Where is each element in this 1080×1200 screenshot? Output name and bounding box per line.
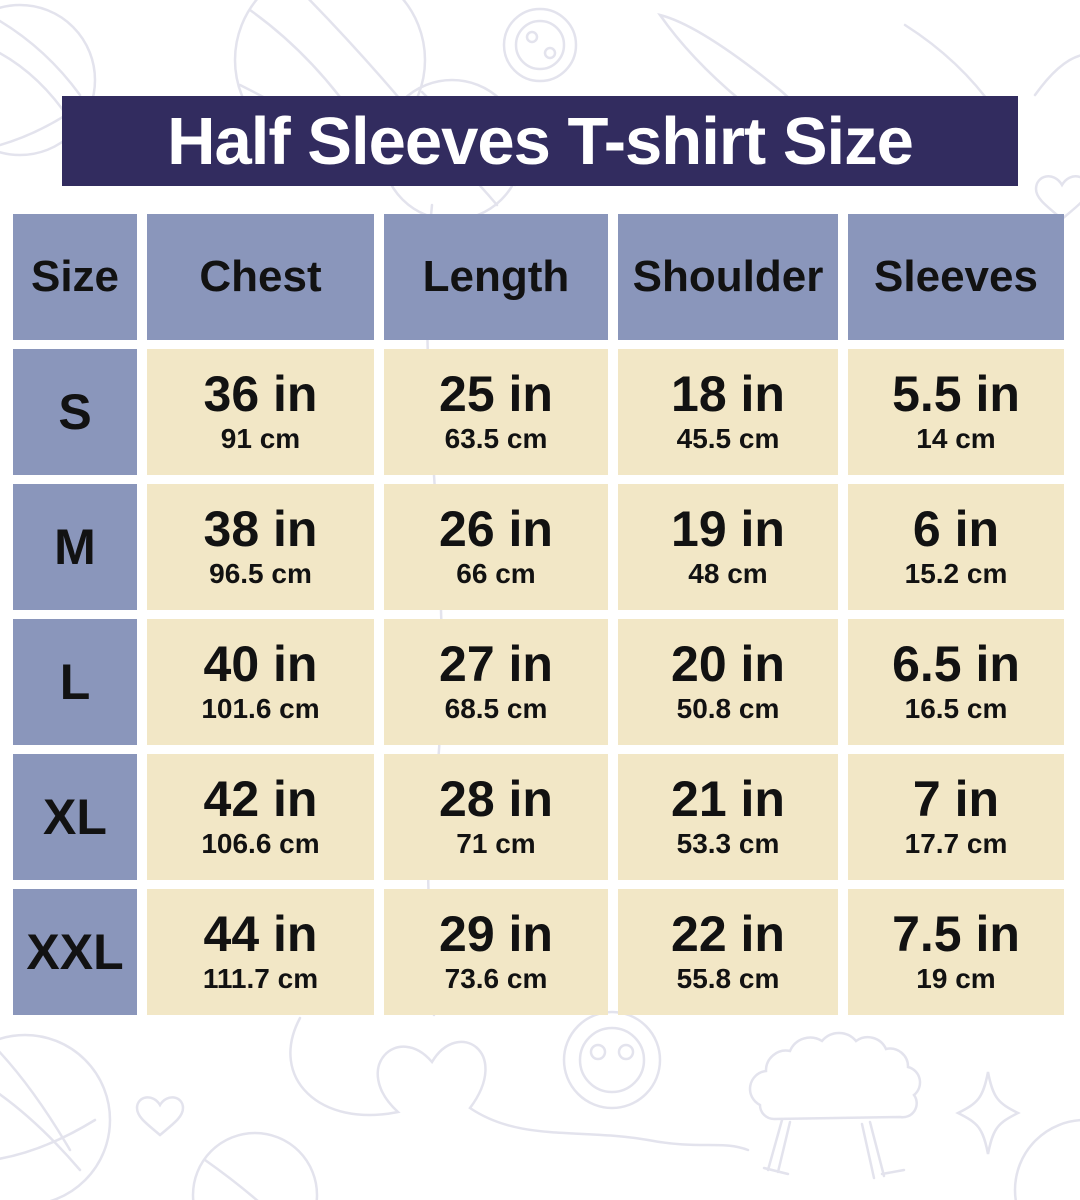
cell-m-shoulder: 19 in 48 cm — [618, 484, 838, 610]
cell-m-chest: 38 in 96.5 cm — [147, 484, 374, 610]
size-cell-s: S — [13, 349, 137, 475]
cm-value: 45.5 cm — [676, 422, 780, 454]
inches-value: 7.5 in — [892, 906, 1020, 963]
inches-value: 19 in — [671, 501, 785, 558]
cm-value: 73.6 cm — [444, 962, 548, 994]
inches-value: 6.5 in — [892, 636, 1020, 693]
cm-value: 17.7 cm — [904, 827, 1008, 859]
inches-value: 38 in — [203, 501, 318, 558]
cm-value: 68.5 cm — [444, 692, 548, 724]
button-icon — [502, 7, 578, 83]
size-chart-table: Size Chest Length Shoulder Sleeves S 36 … — [13, 214, 1064, 1015]
cell-s-shoulder: 18 in 45.5 cm — [618, 349, 838, 475]
inches-value: 40 in — [203, 636, 318, 693]
cm-value: 71 cm — [456, 827, 536, 859]
cell-xxl-shoulder: 22 in 55.8 cm — [618, 889, 838, 1015]
cell-l-length: 27 in 68.5 cm — [384, 619, 608, 745]
cm-value: 63.5 cm — [444, 422, 548, 454]
title-banner: Half Sleeves T-shirt Size — [62, 96, 1018, 186]
heart-icon — [1033, 54, 1080, 221]
inches-value: 29 in — [439, 906, 553, 963]
inches-value: 6 in — [912, 501, 1000, 558]
cm-value: 19 cm — [916, 962, 996, 994]
inches-value: 42 in — [203, 771, 318, 828]
cell-m-length: 26 in 66 cm — [384, 484, 608, 610]
header-cell-shoulder: Shoulder — [618, 214, 838, 340]
size-cell-m: M — [13, 484, 137, 610]
page-title: Half Sleeves T-shirt Size — [167, 103, 914, 179]
header-cell-size: Size — [13, 214, 137, 340]
inches-value: 5.5 in — [892, 366, 1020, 423]
cell-m-sleeves: 6 in 15.2 cm — [848, 484, 1064, 610]
cell-xxl-chest: 44 in 111.7 cm — [147, 889, 374, 1015]
cell-s-chest: 36 in 91 cm — [147, 349, 374, 475]
size-label: XXL — [26, 924, 124, 980]
inches-value: 21 in — [671, 771, 785, 828]
yarn-ball-icon — [1013, 1118, 1080, 1200]
sparkle-icon — [955, 1071, 1021, 1155]
size-label: S — [58, 384, 92, 440]
inches-value: 44 in — [203, 906, 318, 963]
size-cell-xl: XL — [13, 754, 137, 880]
cm-value: 96.5 cm — [209, 557, 312, 589]
size-label: L — [59, 654, 91, 710]
cm-value: 66 cm — [456, 557, 536, 589]
inches-value: 28 in — [439, 771, 553, 828]
yarn-ball-icon — [0, 1033, 319, 1200]
header-cell-chest: Chest — [147, 214, 374, 340]
inches-value: 7 in — [912, 771, 1000, 828]
cm-value: 91 cm — [220, 422, 301, 454]
inches-value: 18 in — [671, 366, 785, 423]
cell-l-chest: 40 in 101.6 cm — [147, 619, 374, 745]
button-icon — [562, 1010, 662, 1110]
cm-value: 14 cm — [916, 422, 996, 454]
header-label: Sleeves — [874, 252, 1038, 301]
cell-s-sleeves: 5.5 in 14 cm — [848, 349, 1064, 475]
size-label: XL — [43, 789, 107, 845]
cm-value: 48 cm — [688, 557, 768, 589]
size-label: M — [54, 519, 96, 575]
inches-value: 22 in — [671, 906, 785, 963]
cell-xxl-length: 29 in 73.6 cm — [384, 889, 608, 1015]
cell-s-length: 25 in 63.5 cm — [384, 349, 608, 475]
cell-xl-chest: 42 in 106.6 cm — [147, 754, 374, 880]
cm-value: 101.6 cm — [201, 692, 320, 724]
cm-value: 55.8 cm — [676, 962, 780, 994]
header-label: Chest — [199, 252, 322, 301]
thread-heart-icon — [289, 1016, 750, 1152]
cell-l-sleeves: 6.5 in 16.5 cm — [848, 619, 1064, 745]
sheep-icon — [748, 1031, 922, 1180]
cm-value: 111.7 cm — [202, 962, 319, 994]
header-cell-length: Length — [384, 214, 608, 340]
size-cell-xxl: XXL — [13, 889, 137, 1015]
cell-l-shoulder: 20 in 50.8 cm — [618, 619, 838, 745]
cell-xl-length: 28 in 71 cm — [384, 754, 608, 880]
cm-value: 16.5 cm — [904, 692, 1008, 724]
heart-icon — [135, 1096, 185, 1137]
inches-value: 26 in — [439, 501, 553, 558]
inches-value: 27 in — [439, 636, 553, 693]
header-cell-sleeves: Sleeves — [848, 214, 1064, 340]
header-label: Shoulder — [632, 252, 824, 301]
header-label: Size — [30, 252, 120, 301]
cell-xl-sleeves: 7 in 17.7 cm — [848, 754, 1064, 880]
cm-value: 15.2 cm — [904, 557, 1008, 589]
cm-value: 50.8 cm — [676, 692, 780, 724]
inches-value: 25 in — [439, 366, 553, 423]
inches-value: 36 in — [203, 366, 318, 423]
cm-value: 53.3 cm — [676, 827, 780, 859]
size-cell-l: L — [13, 619, 137, 745]
header-label: Length — [422, 252, 570, 301]
cell-xl-shoulder: 21 in 53.3 cm — [618, 754, 838, 880]
cm-value: 106.6 cm — [201, 827, 320, 859]
cell-xxl-sleeves: 7.5 in 19 cm — [848, 889, 1064, 1015]
inches-value: 20 in — [671, 636, 785, 693]
